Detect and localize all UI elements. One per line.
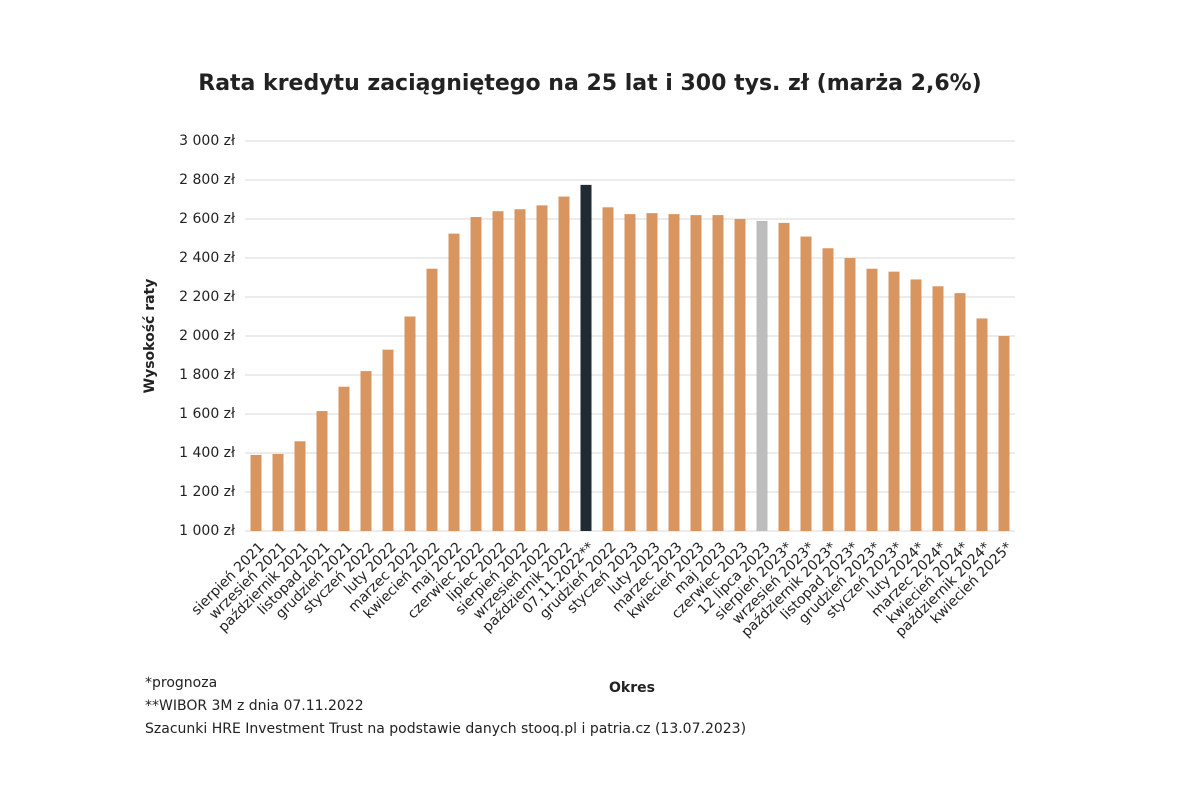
bar: [360, 371, 372, 531]
bar: [866, 268, 878, 531]
chart-title: Rata kredytu zaciągniętego na 25 lat i 3…: [198, 71, 981, 96]
bar: [492, 211, 504, 531]
bar: [932, 286, 944, 531]
y-tick-label: 2 200 zł: [179, 289, 235, 305]
bar: [404, 316, 416, 531]
bar: [426, 268, 438, 531]
bar: [844, 258, 856, 531]
bar: [536, 205, 548, 531]
bar: [998, 336, 1010, 531]
bar: [316, 411, 328, 531]
y-tick-label: 1 800 zł: [179, 367, 235, 383]
bar: [756, 220, 768, 531]
bar: [712, 215, 724, 531]
y-tick-label: 1 000 zł: [179, 523, 235, 539]
bar: [822, 248, 834, 531]
bar: [778, 222, 790, 531]
bar: [272, 453, 284, 531]
bar: [294, 441, 306, 531]
bar: [250, 454, 262, 531]
bar: [668, 214, 680, 531]
y-tick-label: 1 200 zł: [179, 484, 235, 500]
bar: [800, 236, 812, 532]
y-tick-label: 2 800 zł: [179, 172, 235, 188]
bar: [690, 215, 702, 531]
y-tick-label: 2 600 zł: [179, 211, 235, 227]
y-tick-label: 2 400 zł: [179, 250, 235, 266]
bar: [910, 279, 922, 531]
bar: [734, 219, 746, 531]
y-axis-title: Wysokość raty: [142, 279, 158, 394]
bar: [448, 233, 460, 531]
bar: [580, 184, 592, 531]
bar: [514, 209, 526, 531]
bar: [646, 213, 658, 531]
bar: [624, 214, 636, 531]
note: **WIBOR 3M z dnia 07.11.2022: [145, 698, 364, 714]
bar: [558, 196, 570, 531]
bar: [976, 318, 988, 531]
x-axis-title: Okres: [609, 680, 655, 696]
note: *prognoza: [145, 675, 217, 691]
y-tick-label: 1 600 zł: [179, 406, 235, 422]
y-tick-label: 3 000 zł: [179, 133, 235, 149]
bar: [602, 207, 614, 532]
bar: [954, 293, 966, 531]
y-tick-label: 2 000 zł: [179, 328, 235, 344]
note: Szacunki HRE Investment Trust na podstaw…: [145, 721, 746, 737]
bar: [382, 349, 394, 531]
bar: [338, 386, 350, 531]
y-tick-label: 1 400 zł: [179, 445, 235, 461]
bar: [888, 271, 900, 531]
bar: [470, 217, 482, 532]
